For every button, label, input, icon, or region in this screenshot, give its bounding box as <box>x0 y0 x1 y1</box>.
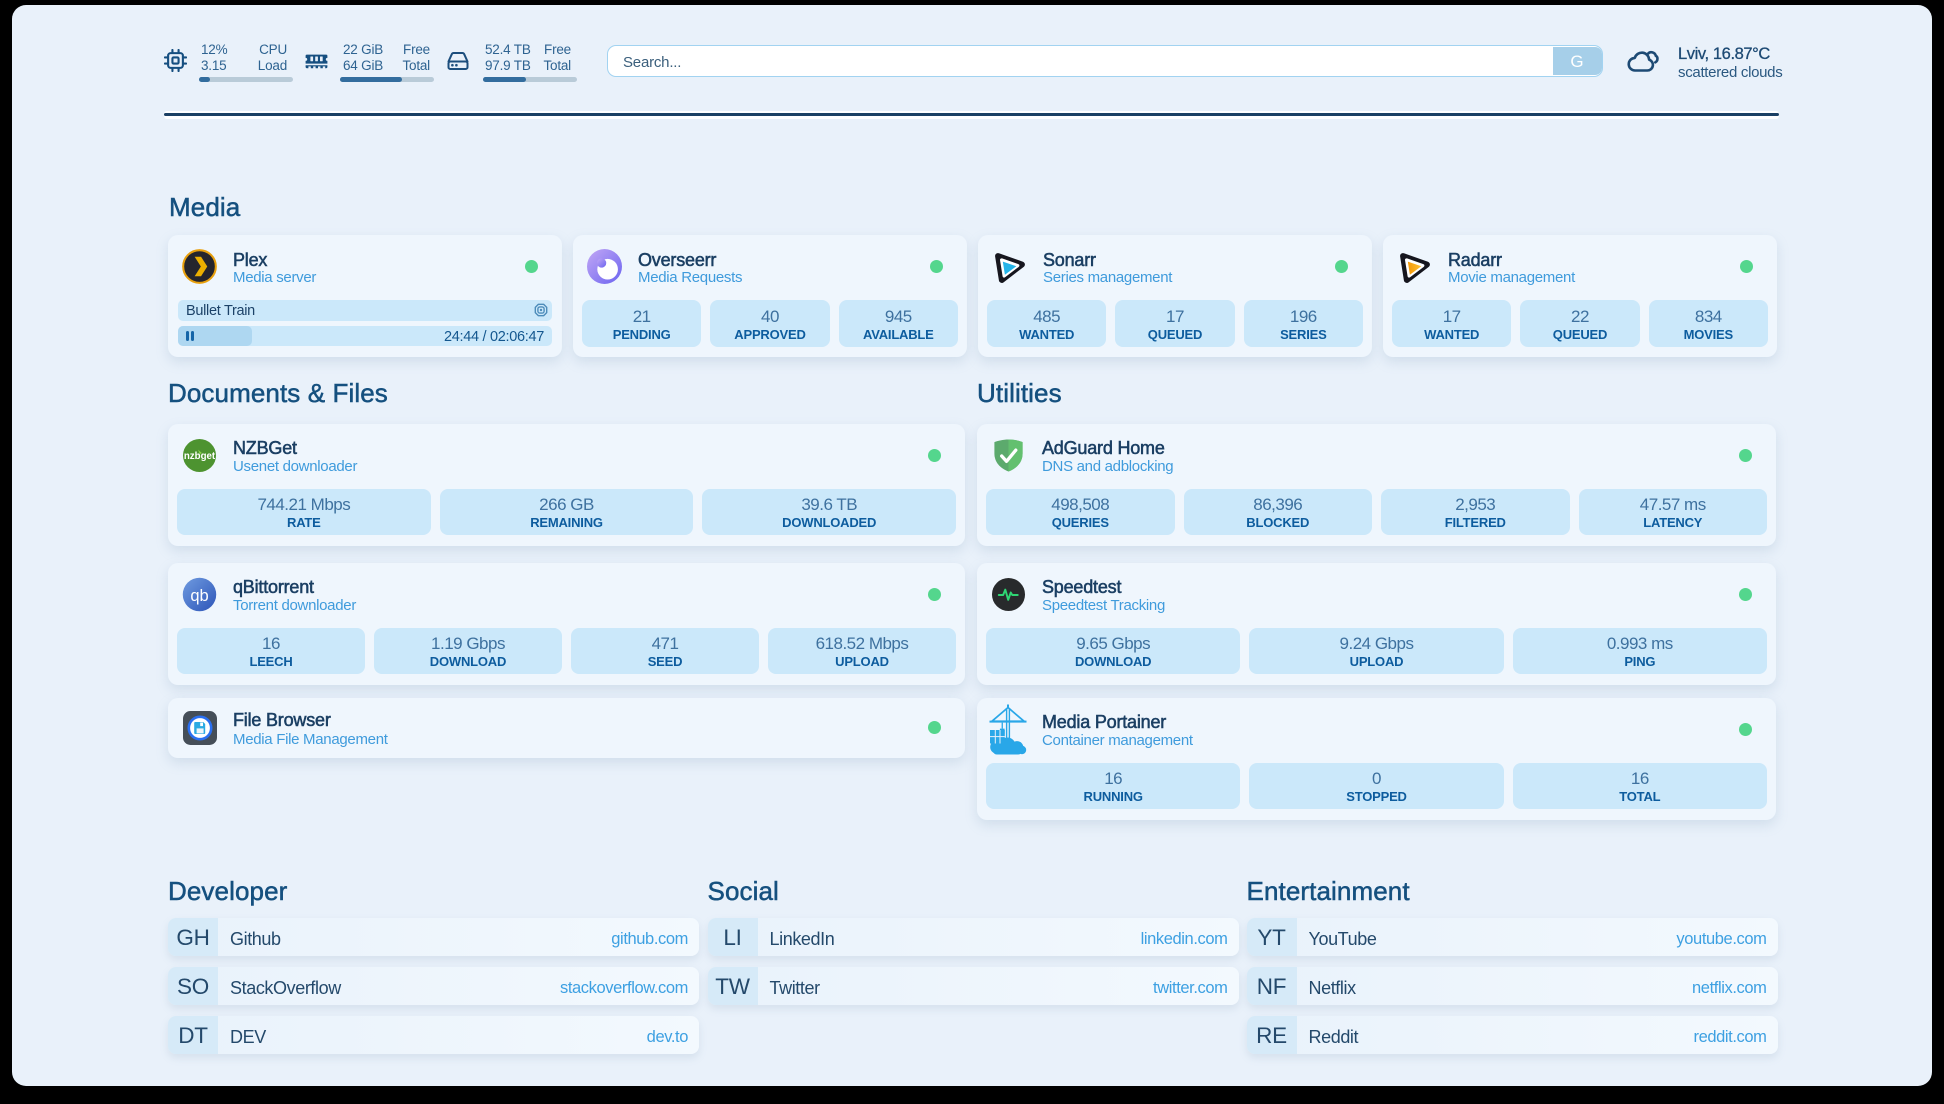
svg-text:nzbget: nzbget <box>184 451 216 462</box>
svg-text:qb: qb <box>190 585 208 604</box>
